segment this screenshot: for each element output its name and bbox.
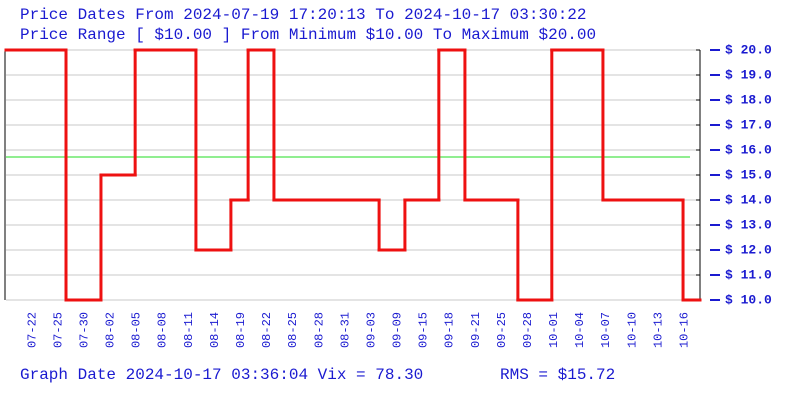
- chart-title: Price Dates From 2024-07-19 17:20:13 To …: [20, 6, 587, 24]
- y-tick-label: $ 12.0: [725, 242, 772, 257]
- x-tick-label: 07-22: [25, 312, 39, 348]
- x-tick-label: 10-10: [625, 312, 639, 348]
- x-tick-label: 10-07: [599, 312, 613, 348]
- x-tick-label: 09-03: [364, 312, 378, 348]
- x-tick-label: 07-25: [51, 312, 65, 348]
- x-tick-label: 07-30: [77, 312, 91, 348]
- x-tick-label: 08-31: [338, 312, 352, 348]
- y-tick-label: $ 15.0: [725, 167, 772, 182]
- y-tick-label: $ 17.0: [725, 117, 772, 132]
- x-tick-label: 10-04: [573, 312, 587, 348]
- footer: Graph Date 2024-10-17 03:36:04 Vix = 78.…: [20, 366, 423, 384]
- x-tick-label: 10-16: [678, 312, 692, 348]
- x-tick-label: 08-19: [234, 312, 248, 348]
- x-tick-label: 08-02: [104, 312, 118, 348]
- x-tick-label: 10-13: [651, 312, 665, 348]
- x-tick-label: 08-05: [130, 312, 144, 348]
- y-tick-label: $ 16.0: [725, 142, 772, 157]
- x-tick-label: 09-21: [469, 312, 483, 348]
- chart-subtitle: Price Range [ $10.00 ] From Minimum $10.…: [20, 26, 596, 44]
- y-tick-label: $ 19.0: [725, 67, 772, 82]
- x-tick-label: 08-08: [156, 312, 170, 348]
- x-tick-label: 09-09: [391, 312, 405, 348]
- y-tick-label: $ 20.0: [725, 42, 772, 57]
- x-tick-label: 08-22: [260, 312, 274, 348]
- x-tick-label: 08-25: [286, 312, 300, 348]
- x-tick-label: 08-28: [312, 312, 326, 348]
- x-tick-label: 09-15: [417, 312, 431, 348]
- y-tick-label: $ 18.0: [725, 92, 772, 107]
- x-tick-label: 09-28: [521, 312, 535, 348]
- y-tick-label: $ 13.0: [725, 217, 772, 232]
- x-tick-label: 08-14: [208, 312, 222, 348]
- x-tick-label: 09-18: [443, 312, 457, 348]
- y-tick-label: $ 11.0: [725, 267, 772, 282]
- x-tick-label: 09-25: [495, 312, 509, 348]
- x-tick-label: 10-01: [547, 312, 561, 348]
- y-tick-label: $ 10.0: [725, 292, 772, 307]
- rms-label: RMS = $15.72: [500, 366, 615, 384]
- x-tick-label: 08-11: [182, 312, 196, 348]
- y-tick-label: $ 14.0: [725, 192, 772, 207]
